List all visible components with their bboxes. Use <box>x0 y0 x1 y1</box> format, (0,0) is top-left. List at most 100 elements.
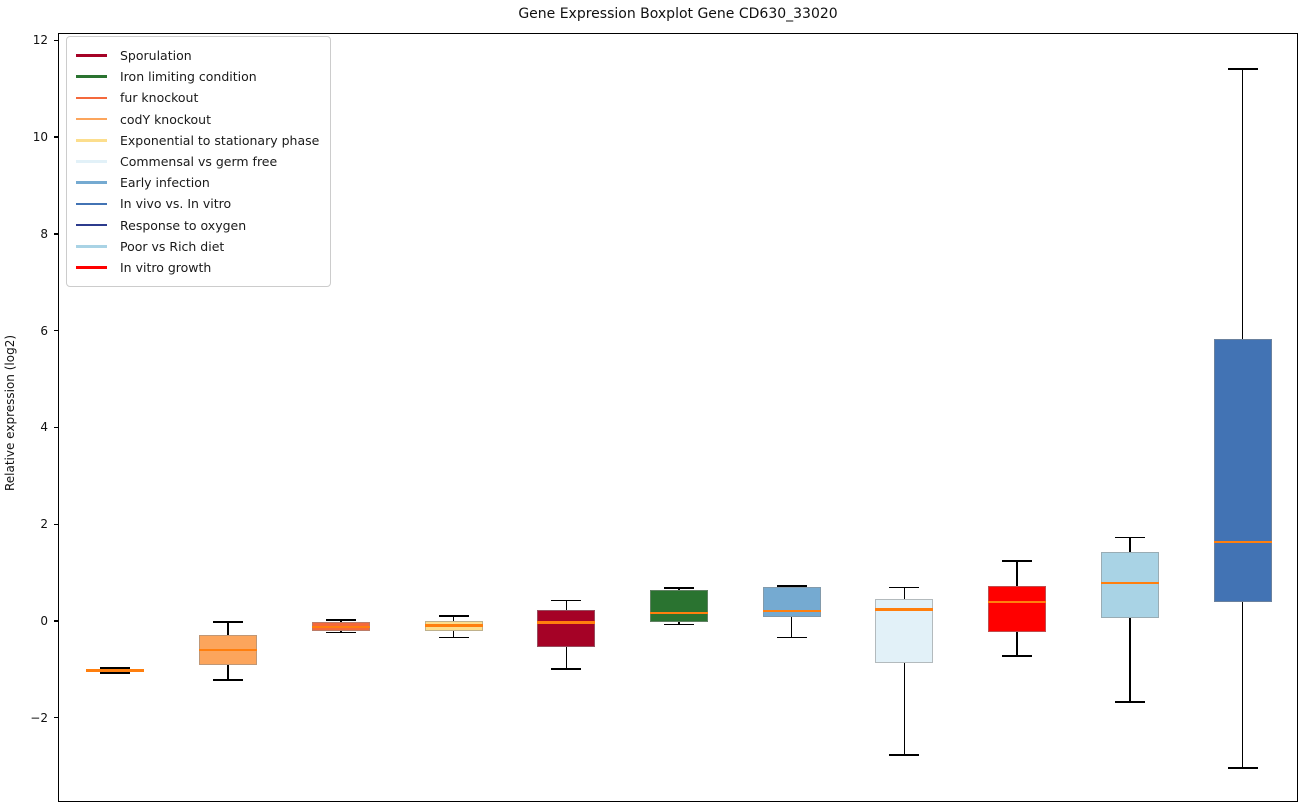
upper-whisker <box>678 588 680 591</box>
upper-whisker <box>1129 537 1131 552</box>
legend-swatch <box>76 54 107 57</box>
median-line <box>762 609 821 613</box>
legend-swatch <box>76 244 107 248</box>
iqr-box <box>762 587 821 618</box>
lower-whisker <box>340 630 342 633</box>
lower-whisker-cap <box>100 672 131 674</box>
y-tick-label: −2 <box>30 710 48 725</box>
upper-whisker-cap <box>325 619 356 621</box>
upper-whisker <box>565 600 567 611</box>
legend-label: fur knockout <box>120 90 199 106</box>
upper-whisker-cap <box>438 615 469 617</box>
legend-swatch <box>76 223 107 227</box>
legend-item-cody-knockout: codY knockout <box>76 109 319 130</box>
lower-whisker-cap <box>213 679 244 681</box>
lower-whisker <box>227 665 229 681</box>
upper-whisker <box>227 622 229 636</box>
lower-whisker-cap <box>664 623 694 626</box>
legend-label: Commensal vs germ free <box>120 154 278 170</box>
legend-label: Iron limiting condition <box>120 69 257 85</box>
legend-label: In vivo vs. In vitro <box>120 196 232 212</box>
y-tick-mark <box>54 717 58 719</box>
y-tick-label: 6 <box>40 323 48 338</box>
legend-item-exponential-to-stationary-phase: Exponential to stationary phase <box>76 130 319 151</box>
upper-whisker <box>452 616 455 622</box>
lower-whisker-cap <box>1114 701 1145 703</box>
lower-whisker <box>565 647 567 669</box>
lower-whisker-cap <box>325 631 356 634</box>
lower-whisker-cap <box>551 668 582 670</box>
upper-whisker <box>1241 68 1244 340</box>
lower-whisker-cap <box>438 636 469 639</box>
iqr-box <box>988 586 1047 633</box>
y-tick-mark <box>54 620 58 622</box>
upper-whisker <box>340 620 342 622</box>
y-tick-mark <box>54 523 58 525</box>
lower-whisker <box>1129 617 1131 702</box>
upper-whisker-cap <box>213 621 244 623</box>
legend-swatch <box>76 75 107 79</box>
legend-item-iron-limiting-condition: Iron limiting condition <box>76 66 319 87</box>
legend-item-in-vitro-growth: In vitro growth <box>76 257 319 278</box>
legend-label: codY knockout <box>120 111 212 127</box>
iqr-box <box>537 610 596 648</box>
lower-whisker <box>903 663 906 756</box>
median-line <box>650 612 708 615</box>
upper-whisker-cap <box>1002 560 1033 562</box>
lower-whisker-cap <box>889 754 920 756</box>
lower-whisker <box>791 617 793 638</box>
legend-label: Poor vs Rich diet <box>120 238 225 254</box>
legend-swatch <box>76 117 107 121</box>
median-line <box>311 625 370 629</box>
y-tick-mark <box>54 426 58 429</box>
upper-whisker-cap <box>664 587 694 589</box>
upper-whisker <box>903 587 906 600</box>
lower-whisker <box>1016 632 1018 656</box>
y-tick-mark <box>54 39 58 41</box>
median-line <box>537 621 596 624</box>
legend-label: Response to oxygen <box>120 217 247 233</box>
legend-swatch <box>76 96 107 100</box>
legend-swatch <box>76 160 107 163</box>
legend-item-fur-knockout: fur knockout <box>76 87 319 108</box>
legend-swatch <box>76 202 107 206</box>
legend-swatch <box>76 139 107 142</box>
upper-whisker-cap <box>776 585 807 587</box>
legend-item-in-vivo-vs-in-vitro: In vivo vs. In vitro <box>76 193 319 214</box>
median-line <box>988 600 1047 604</box>
legend-item-sporulation: Sporulation <box>76 45 319 66</box>
legend-label: Early infection <box>120 175 210 191</box>
median-line <box>86 669 145 672</box>
legend-item-response-to-oxygen: Response to oxygen <box>76 215 319 236</box>
y-tick-mark <box>54 136 58 138</box>
chart-title: Gene Expression Boxplot Gene CD630_33020 <box>518 6 838 22</box>
plot-area <box>58 33 1298 802</box>
iqr-box <box>650 590 708 623</box>
upper-whisker-cap <box>1114 537 1145 539</box>
upper-whisker-cap <box>100 667 131 669</box>
y-tick-label: 12 <box>32 33 48 48</box>
y-tick-label: 4 <box>40 420 48 435</box>
legend-swatch <box>76 181 107 185</box>
iqr-box <box>1100 551 1159 618</box>
upper-whisker-cap <box>889 586 920 589</box>
median-line <box>424 624 483 627</box>
median-line <box>1100 581 1159 584</box>
legend: Sporulation Iron limiting condition fur kn… <box>66 36 332 288</box>
y-tick-mark <box>54 233 58 235</box>
y-tick-label: 2 <box>40 517 48 532</box>
legend-item-early-infection: Early infection <box>76 172 319 193</box>
iqr-box <box>1213 339 1272 603</box>
legend-item-poor-vs-rich-diet: Poor vs Rich diet <box>76 236 319 257</box>
upper-whisker-cap <box>551 599 582 601</box>
lower-whisker <box>452 631 455 638</box>
median-line <box>199 648 258 652</box>
legend-label: Sporulation <box>120 48 192 64</box>
legend-swatch <box>76 266 107 269</box>
legend-label: In vitro growth <box>120 259 212 275</box>
median-line <box>875 608 934 611</box>
lower-whisker <box>678 622 680 625</box>
lower-whisker-cap <box>1227 767 1258 769</box>
y-tick-label: 0 <box>40 614 48 628</box>
